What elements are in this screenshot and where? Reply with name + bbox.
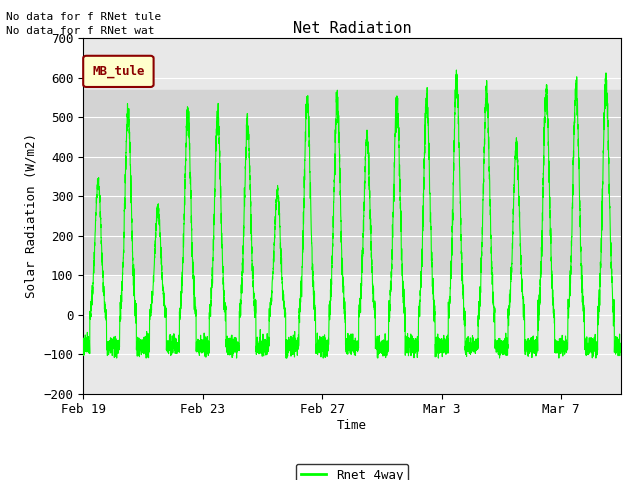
Legend: Rnet_4way: Rnet_4way xyxy=(296,464,408,480)
X-axis label: Time: Time xyxy=(337,419,367,432)
Text: MB_tule: MB_tule xyxy=(92,65,145,78)
Text: No data for f RNet wat: No data for f RNet wat xyxy=(6,26,155,36)
Bar xyxy=(83,90,621,275)
Title: Net Radiation: Net Radiation xyxy=(292,21,412,36)
Text: No data for f RNet tule: No data for f RNet tule xyxy=(6,12,162,22)
Y-axis label: Solar Radiation (W/m2): Solar Radiation (W/m2) xyxy=(25,133,38,299)
